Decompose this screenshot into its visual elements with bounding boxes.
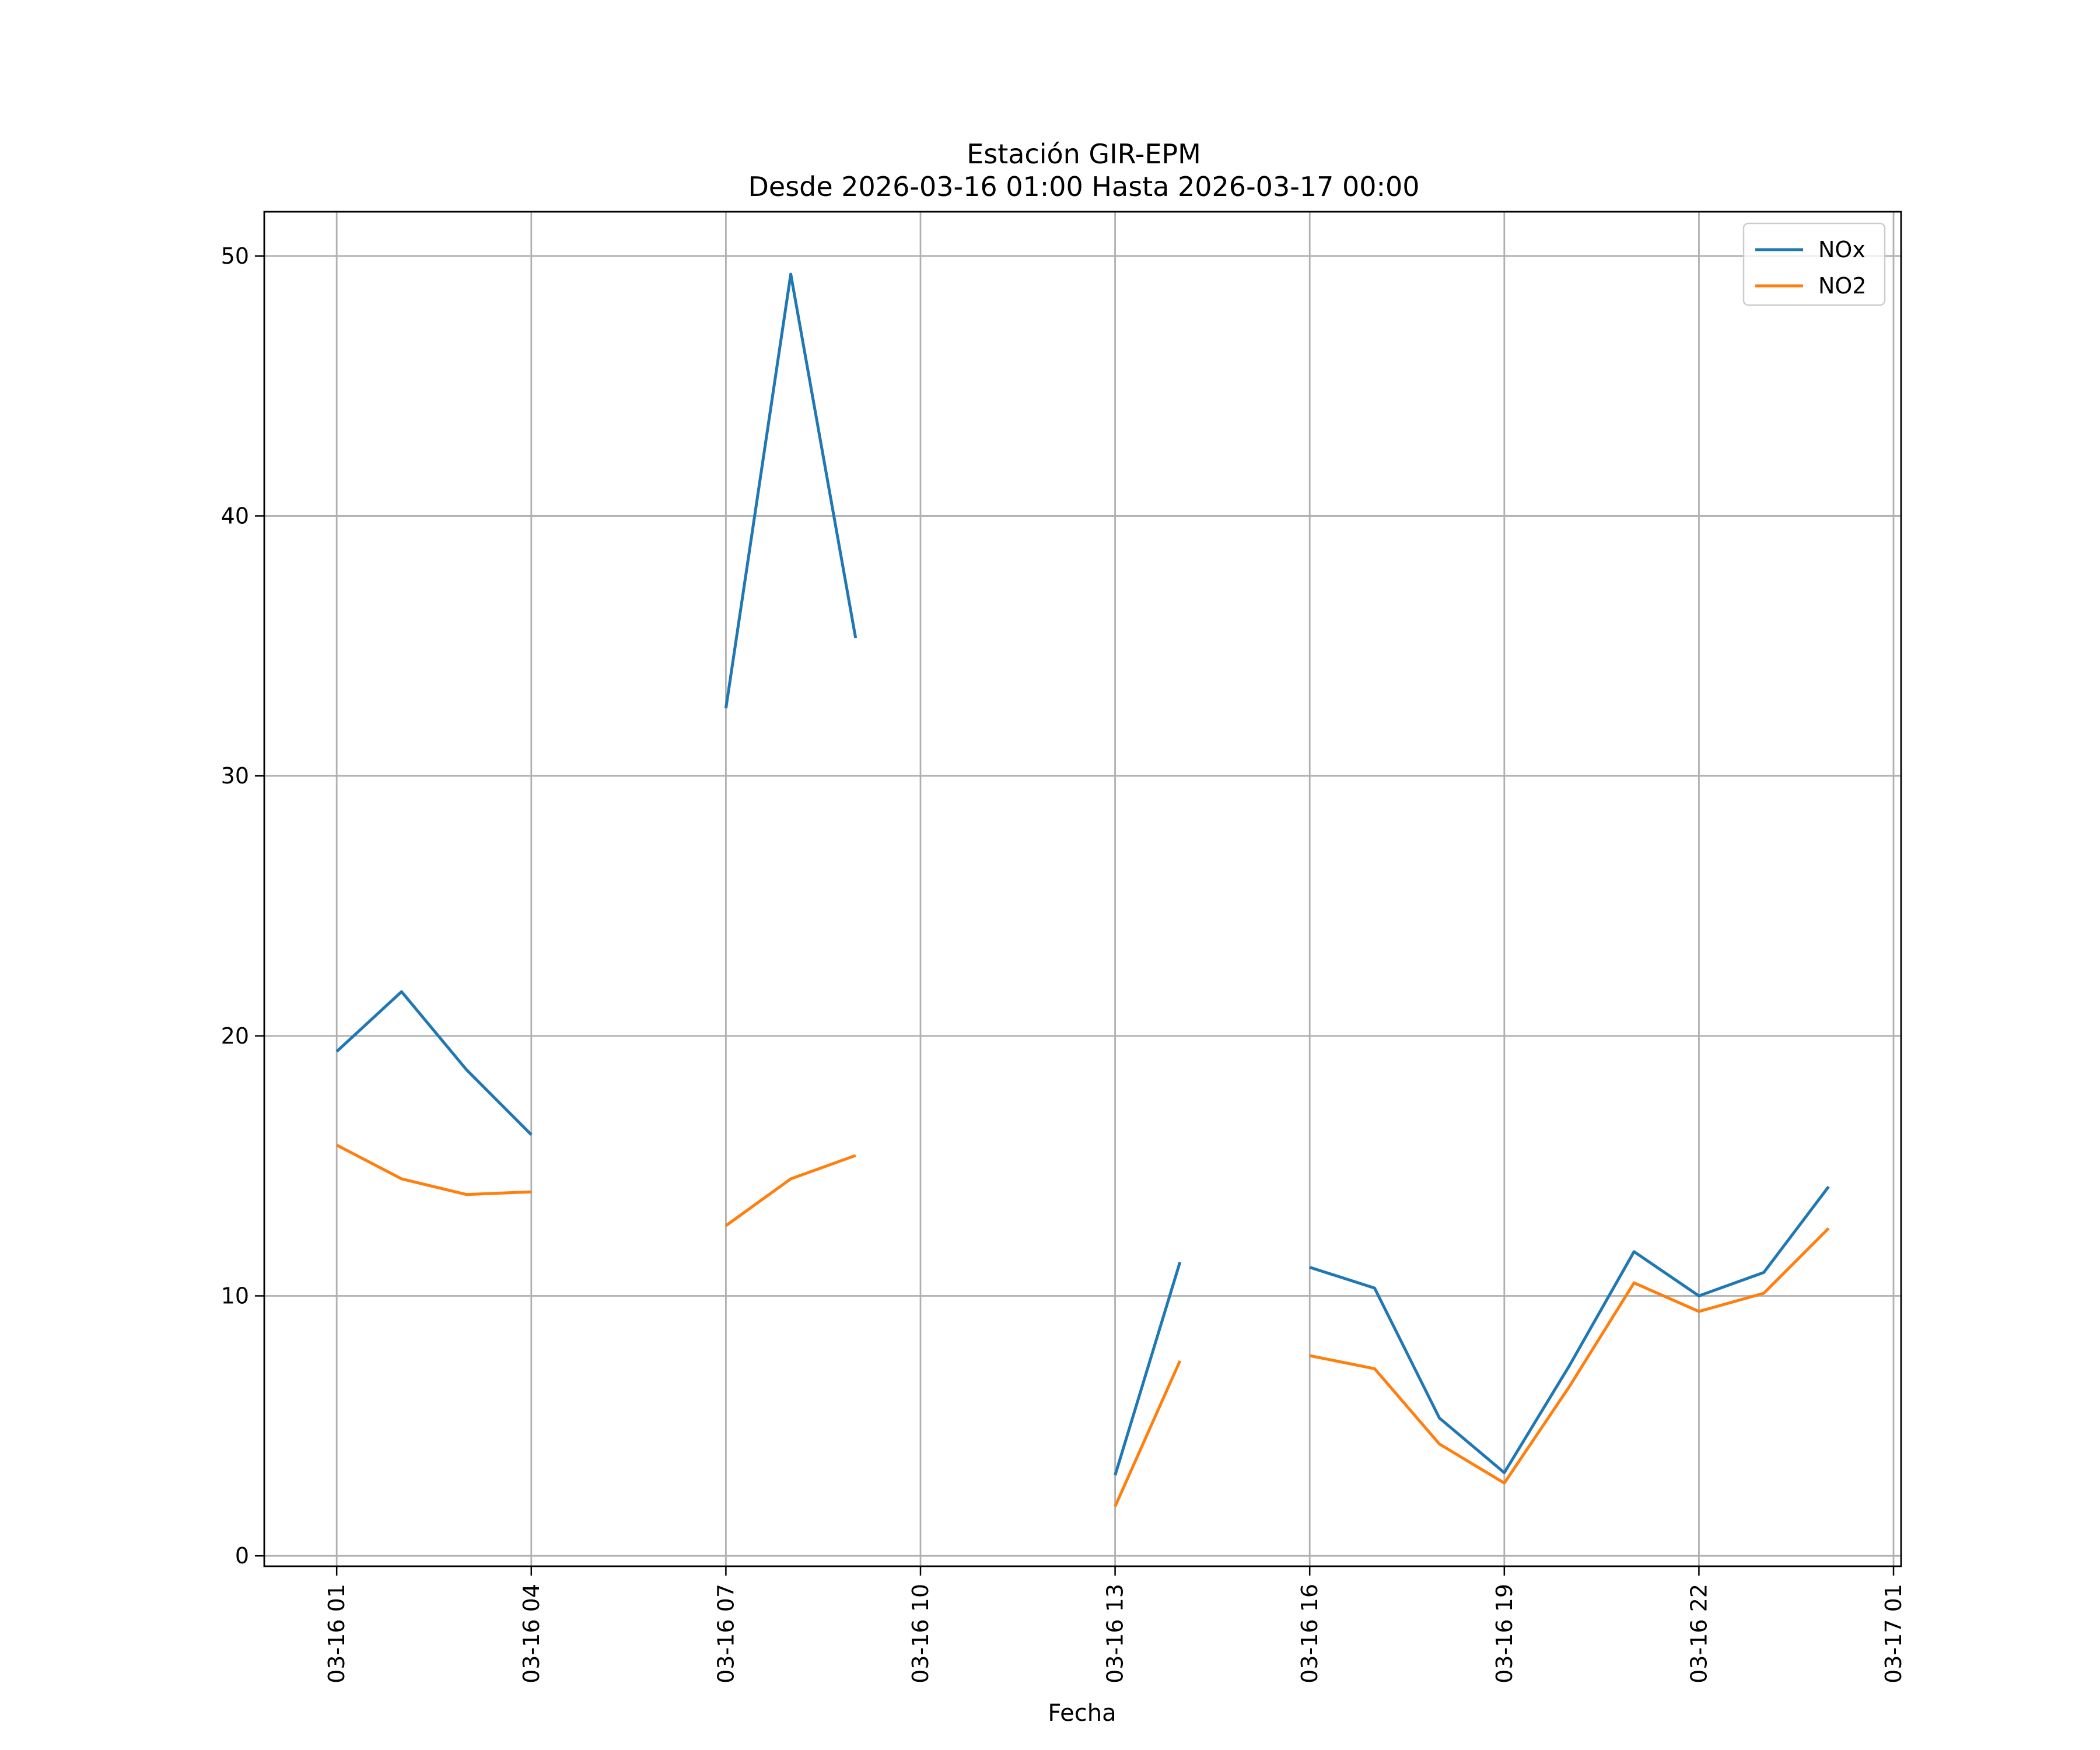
series-line-no2 (1309, 1227, 1830, 1485)
x-tick-label: 03-16 19 (1492, 1584, 1517, 1684)
legend: NOx NO2 (1742, 222, 1886, 306)
series-line-no2 (1114, 1360, 1182, 1507)
plot-frame (263, 211, 1902, 1567)
series-line-no2 (724, 1154, 856, 1227)
series-line-nox (1114, 1261, 1182, 1476)
x-tick-label: 03-16 04 (519, 1584, 544, 1684)
x-tick-label: 03-16 07 (713, 1584, 738, 1684)
series-no2 (336, 1143, 1830, 1507)
series-line-nox (724, 272, 858, 709)
y-tick-label: 20 (221, 1023, 249, 1049)
series-line-no2 (336, 1143, 531, 1196)
y-tick-label: 40 (221, 503, 249, 528)
x-tick-label: 03-16 13 (1102, 1584, 1128, 1684)
x-tick-label: 03-17 01 (1881, 1584, 1906, 1684)
y-tick-label: 0 (235, 1543, 249, 1569)
y-tick-label: 30 (221, 763, 249, 789)
chart-title: Estación GIR-EPM (967, 138, 1201, 170)
series-lines (335, 272, 1830, 1507)
series-line-nox (335, 990, 533, 1136)
x-tick-label: 03-16 01 (324, 1584, 349, 1684)
series-line-nox (1309, 1185, 1830, 1475)
legend-label-nox: NOx (1818, 237, 1866, 262)
y-tick-label: 50 (221, 243, 249, 269)
x-tick-label: 03-16 10 (908, 1584, 933, 1684)
axes-ticks: 03-16 01 03-16 04 03-16 07 03-16 10 03-16 13… (221, 243, 1906, 1684)
y-tick-label: 10 (221, 1283, 249, 1308)
x-axis-label: Fecha (1048, 1700, 1116, 1727)
x-tick-label: 03-16 22 (1686, 1584, 1712, 1684)
x-tick-label: 03-16 16 (1297, 1584, 1322, 1684)
legend-label-no2: NO2 (1818, 273, 1867, 299)
grid (264, 212, 1901, 1566)
chart-subtitle: Desde 2026-03-16 01:00 Hasta 2026-03-17 … (748, 171, 1419, 202)
series-nox (335, 272, 1830, 1476)
